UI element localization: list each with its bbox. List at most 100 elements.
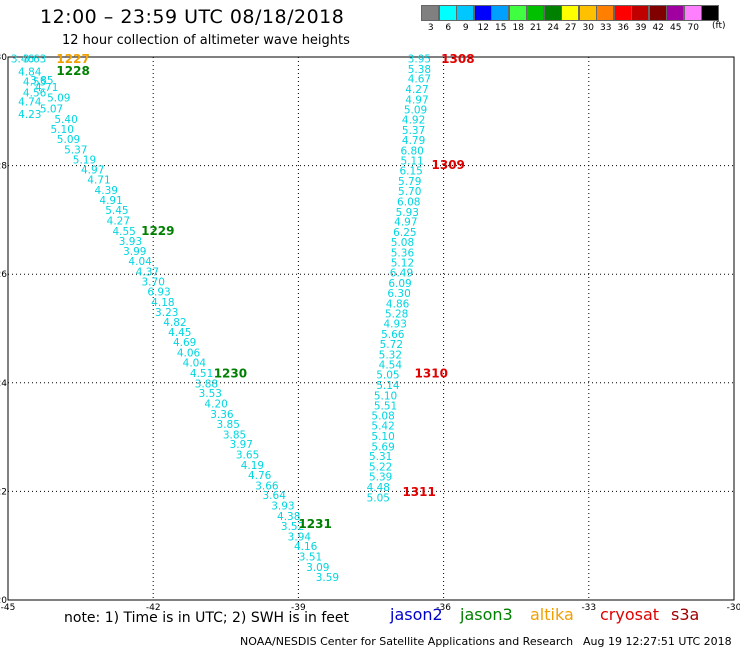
swh-value: 3.93 [271,501,294,513]
swh-value: 4.71 [87,175,110,187]
swh-value: 4.27 [405,84,428,96]
swh-value: 4.76 [248,470,272,482]
swh-value: 5.19 [73,155,96,167]
swh-value: 4.55 [112,226,135,238]
swh-value: 3.63 [23,54,46,66]
swh-value: 4.51 [190,368,213,380]
swh-value: 5.39 [369,472,392,484]
swh-value: 5.69 [371,441,394,453]
swh-value: 5.72 [380,339,403,351]
swh-value: 3.93 [119,236,142,248]
satellite-legend-jason3: jason3 [460,605,513,624]
swh-value: 6.93 [147,287,170,299]
swh-value: 3.85 [30,75,53,87]
swh-value: 4.71 [35,82,58,94]
swh-value: 3.70 [142,276,165,288]
swh-value: 3.53 [199,388,222,400]
swh-value: 4.79 [402,135,425,147]
satellite-legend-s3a: s3a [671,605,700,624]
units-note: note: 1) Time is in UTC; 2) SWH is in fe… [64,610,350,626]
swh-value: 4.55 [23,76,46,88]
swh-value: 3.09 [306,562,329,574]
swh-value: 5.51 [374,401,397,413]
lat-tick-label: 24 [0,379,7,389]
scale-label: 6 [445,23,452,33]
swh-value: 4.93 [384,319,407,331]
swh-value: 4.20 [204,398,227,410]
swh-value: 5.79 [398,176,421,188]
swh-value: 3.88 [195,378,218,390]
swh-value: 3.65 [236,449,259,461]
swh-value: 3.64 [263,490,287,502]
swh-value: 4.82 [163,317,186,329]
swh-value: 5.70 [398,186,421,198]
swh-value: 5.38 [408,64,431,76]
scale-bin [701,5,720,33]
scale-label: 36 [617,23,629,33]
swh-value: 4.48 [367,482,390,494]
scale-label: 45 [670,23,682,33]
swh-value: 5.08 [391,237,414,249]
swh-value: 6.49 [390,268,413,280]
swh-value: 4.54 [379,359,403,371]
swh-value: 3.85 [217,419,240,431]
swh-value: 5.05 [367,492,390,504]
swh-value: 3.36 [210,409,234,421]
satellite-legend-jason2: jason2 [390,605,443,624]
pass-number-label: 1230 [214,367,247,381]
scale-label: 9 [462,23,469,33]
pass-number-label: 1229 [141,224,174,238]
swh-value: 5.09 [57,134,80,146]
pass-number-label: 1311 [402,485,435,499]
swh-value: 6.09 [388,278,411,290]
scale-label: 42 [652,23,664,33]
axis-ticks: -45 -42 -39 -36 -33 -30 30 28 26 24 22 20 [0,53,740,613]
swh-value: 3.46 [11,54,35,66]
lat-tick-label: 22 [0,487,7,497]
swh-value: 4.69 [173,337,196,349]
swh-value: 3.51 [299,552,322,564]
swh-values: 3.463.634.844.553.854.564.714.74 5.094.23… [11,54,431,585]
swh-value: 6.80 [400,145,423,157]
scale-label: 12 [477,23,489,33]
swh-value: 5.11 [400,156,423,168]
swh-value: 4.56 [23,87,47,99]
lon-tick-label: -36 [436,603,451,613]
generation-timestamp: Aug 19 12:27:51 UTC 2018 [583,635,732,648]
swh-value: 5.93 [396,207,419,219]
swh-value: 5.12 [391,257,414,269]
swh-value: 5.32 [379,350,402,362]
swh-value: 4.04 [183,358,207,370]
swh-value: 4.38 [277,511,300,523]
scale-swatch [701,5,720,21]
swh-value: 3.66 [255,480,279,492]
swh-value: 5.09 [404,105,427,117]
swh-value: 3.95 [408,54,431,66]
swh-value: 4.18 [151,297,174,309]
lon-tick-label: -33 [581,603,596,613]
pass-number-label: 1227 [56,52,89,66]
lat-tick-label: 28 [0,162,7,172]
pass-number-label: 1228 [56,64,89,78]
swh-value: 3.99 [123,246,146,258]
scale-label: 18 [512,23,524,33]
swh-value: 5.42 [371,421,394,433]
scale-bin: 9 [456,5,475,33]
map-subtitle: 12 hour collection of altimeter wave hei… [62,33,350,48]
swh-value: 4.74 [18,97,42,109]
swh-value: 5.22 [369,461,392,473]
swh-value: 5.05 [376,370,399,382]
swh-value: 3.59 [316,572,339,584]
swh-value: 4.67 [408,74,431,86]
swh-value: 6.25 [393,227,416,239]
credit-line: NOAA/NESDIS Center for Satellite Applica… [240,635,574,648]
lon-tick-label: -39 [291,603,306,613]
swh-value: 5.08 [371,410,394,422]
pass-number-label: 1310 [415,367,448,381]
lat-tick-label: 26 [0,270,7,280]
scale-label: 21 [530,23,542,33]
swh-value: 4.27 [107,215,130,227]
swh-value: 4.37 [136,266,159,278]
swh-value: 5.37 [64,144,87,156]
